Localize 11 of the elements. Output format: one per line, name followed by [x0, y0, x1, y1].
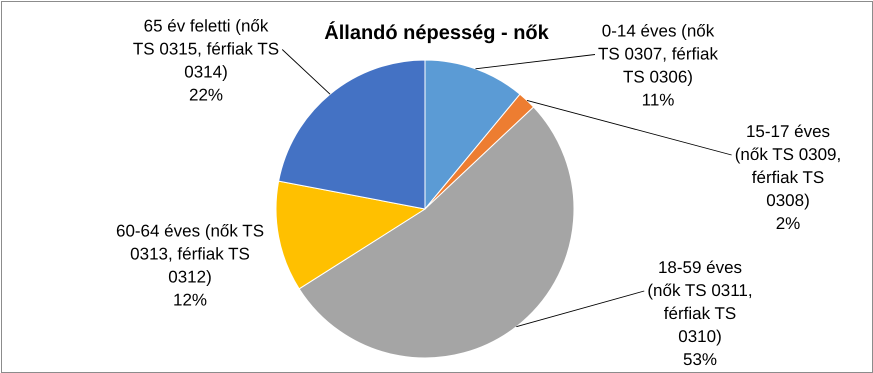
chart-title: Állandó népesség - nők	[324, 21, 550, 44]
data-label: 53%	[682, 350, 718, 369]
data-label: 2%	[776, 214, 800, 233]
slice-label: 65 év feletti (nők TS 0315, férfiak TS 0314)	[132, 16, 280, 82]
slice-label: 15-17 éves (nők TS 0309, férfiak TS 0308)	[734, 122, 842, 210]
data-label: 22%	[188, 86, 224, 104]
slice-label: 60-64 éves (nők TS 0313, férfiak TS 0312)	[116, 222, 264, 286]
slice-label: 0-14 éves (nők TS 0307, férfiak TS 0306)	[598, 22, 718, 86]
data-label: 12%	[172, 290, 208, 310]
data-label: 11%	[642, 90, 674, 110]
slice-label: 18-59 éves (nők TS 0311, férfiak TS 0310)	[647, 258, 753, 346]
